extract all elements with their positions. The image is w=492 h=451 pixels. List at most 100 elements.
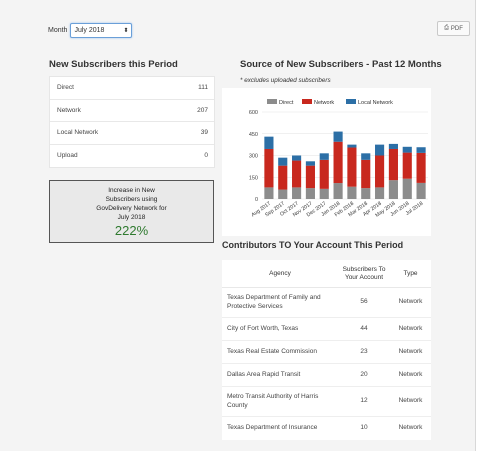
bar-segment [292,160,302,188]
y-tick-label: 600 [249,110,258,116]
agency-name: Texas Real Estate Commission [227,347,317,355]
table-row: City of Fort Worth, Texas 44 Network [222,318,431,341]
bar-segment [416,147,426,153]
row-label: Network [57,106,81,114]
bar-segment [347,186,357,199]
pdf-button[interactable]: ⎙ PDF [437,21,470,36]
table-row: Texas Real Estate Commission 23 Network [222,341,431,364]
table-row: Texas Department of Family and Protectiv… [222,288,431,318]
bar-segment [305,165,315,189]
callout-text: GovDelivery Network for [96,205,167,212]
bar-segment [388,148,398,181]
bar-segment [292,155,302,161]
stacked-bar-chart: Direct Network Local Network0150300450600A… [249,99,428,219]
bar-segment [361,153,371,160]
subscriber-count: 56 [360,298,368,306]
header-subscribers-line1: Subscribers To [342,265,386,273]
legend-label: Network [314,100,334,106]
bar-segment [278,189,288,199]
increase-percent: 222% [114,223,149,238]
document-icon: ⎙ [444,25,449,31]
contributor-type: Network [398,370,423,378]
table-row: Texas Department of Insurance 10 Network [222,417,431,440]
legend-swatch [267,99,277,104]
subscriber-count: 44 [360,324,368,332]
contributor-type: Network [398,397,423,405]
agency-name: Dallas Area Rapid Transit [227,370,301,378]
bar-segment [402,152,412,179]
legend-swatch [302,99,312,104]
y-tick-label: 150 [249,175,258,181]
increase-callout: Increase in New Subscribers using GovDel… [49,180,214,243]
callout-text: July 2018 [117,214,146,221]
callout-text: Subscribers using [105,196,158,203]
contributors-table: Agency Subscribers To Your Account Type … [222,260,431,440]
table-row: Direct 111 [50,77,214,100]
subscriber-count: 10 [360,424,368,432]
agency-name: City of Fort Worth, Texas [227,324,299,332]
bar-segment [388,180,398,199]
bar-segment [375,187,385,199]
month-select[interactable]: July 2018 ⬍ [70,22,133,38]
bar-segment [333,183,343,199]
header-agency: Agency [269,269,291,277]
bar-segment [292,187,302,199]
bar-segment [388,143,398,149]
bar-segment [264,187,274,199]
bar-segment [402,178,412,199]
bar-segment [319,153,329,160]
pdf-button-label: PDF [450,25,463,32]
legend-label: Direct [279,100,294,106]
row-value: 0 [204,152,208,160]
y-tick-label: 0 [255,197,258,203]
new-subscribers-title: New Subscribers this Period [49,59,178,70]
bar-segment [375,144,385,156]
bar-segment [278,157,288,166]
bar-segment [319,188,329,199]
subscriber-count: 23 [360,347,368,355]
bar-segment [319,159,329,189]
source-chart-title: Source of New Subscribers - Past 12 Mont… [240,59,442,70]
source-chart: Direct Network Local Network 0 150 300 450 600 A… [222,88,431,236]
bar-segment [305,188,315,199]
new-subscribers-table: Direct 111 Network 207 Local Network 39 … [49,76,215,168]
table-row: Network 207 [50,100,214,122]
month-select-value: July 2018 [74,26,105,34]
agency-name: Texas Department of Insurance [227,424,318,432]
bar-segment [375,155,385,188]
window-edge [477,0,492,451]
header-subscribers-line2: Your Account [344,273,384,281]
bar-segment [416,182,426,199]
row-label: Local Network [57,129,99,137]
bar-segment [264,148,274,188]
bar-segment [347,144,357,148]
table-row: Metro Transit Authority of Harris County… [222,387,431,417]
row-value: 207 [197,106,208,114]
agency-name: Metro Transit Authority of Harris [227,393,319,400]
subscriber-count: 12 [360,397,368,405]
header-subscribers: Subscribers To Your Account [338,266,390,282]
callout-text: Increase in New [108,187,155,194]
agency-name-cont: County [227,401,248,409]
row-label: Upload [57,152,78,160]
contributor-type: Network [398,347,423,355]
table-row: Dallas Area Rapid Transit 20 Network [222,364,431,387]
contributors-title: Contributors TO Your Account This Period [222,240,404,250]
bar-segment [402,146,412,153]
bar-segment [264,136,274,149]
agency-name-cont: Protective Services [227,302,283,310]
y-tick-label: 450 [249,132,258,138]
header-type: Type [403,269,418,277]
bar-segment [305,161,315,166]
subscriber-count: 20 [360,370,368,378]
legend-swatch [346,99,356,104]
agency-cell: Metro Transit Authority of Harris County [222,393,338,410]
bar-segment [361,188,371,199]
bar-segment [333,131,343,142]
row-value: 111 [198,84,208,92]
contributor-type: Network [398,424,423,432]
legend-label: Local Network [358,100,393,106]
bar-segment [416,152,426,183]
row-label: Direct [57,84,74,92]
bar-segment [278,165,288,190]
